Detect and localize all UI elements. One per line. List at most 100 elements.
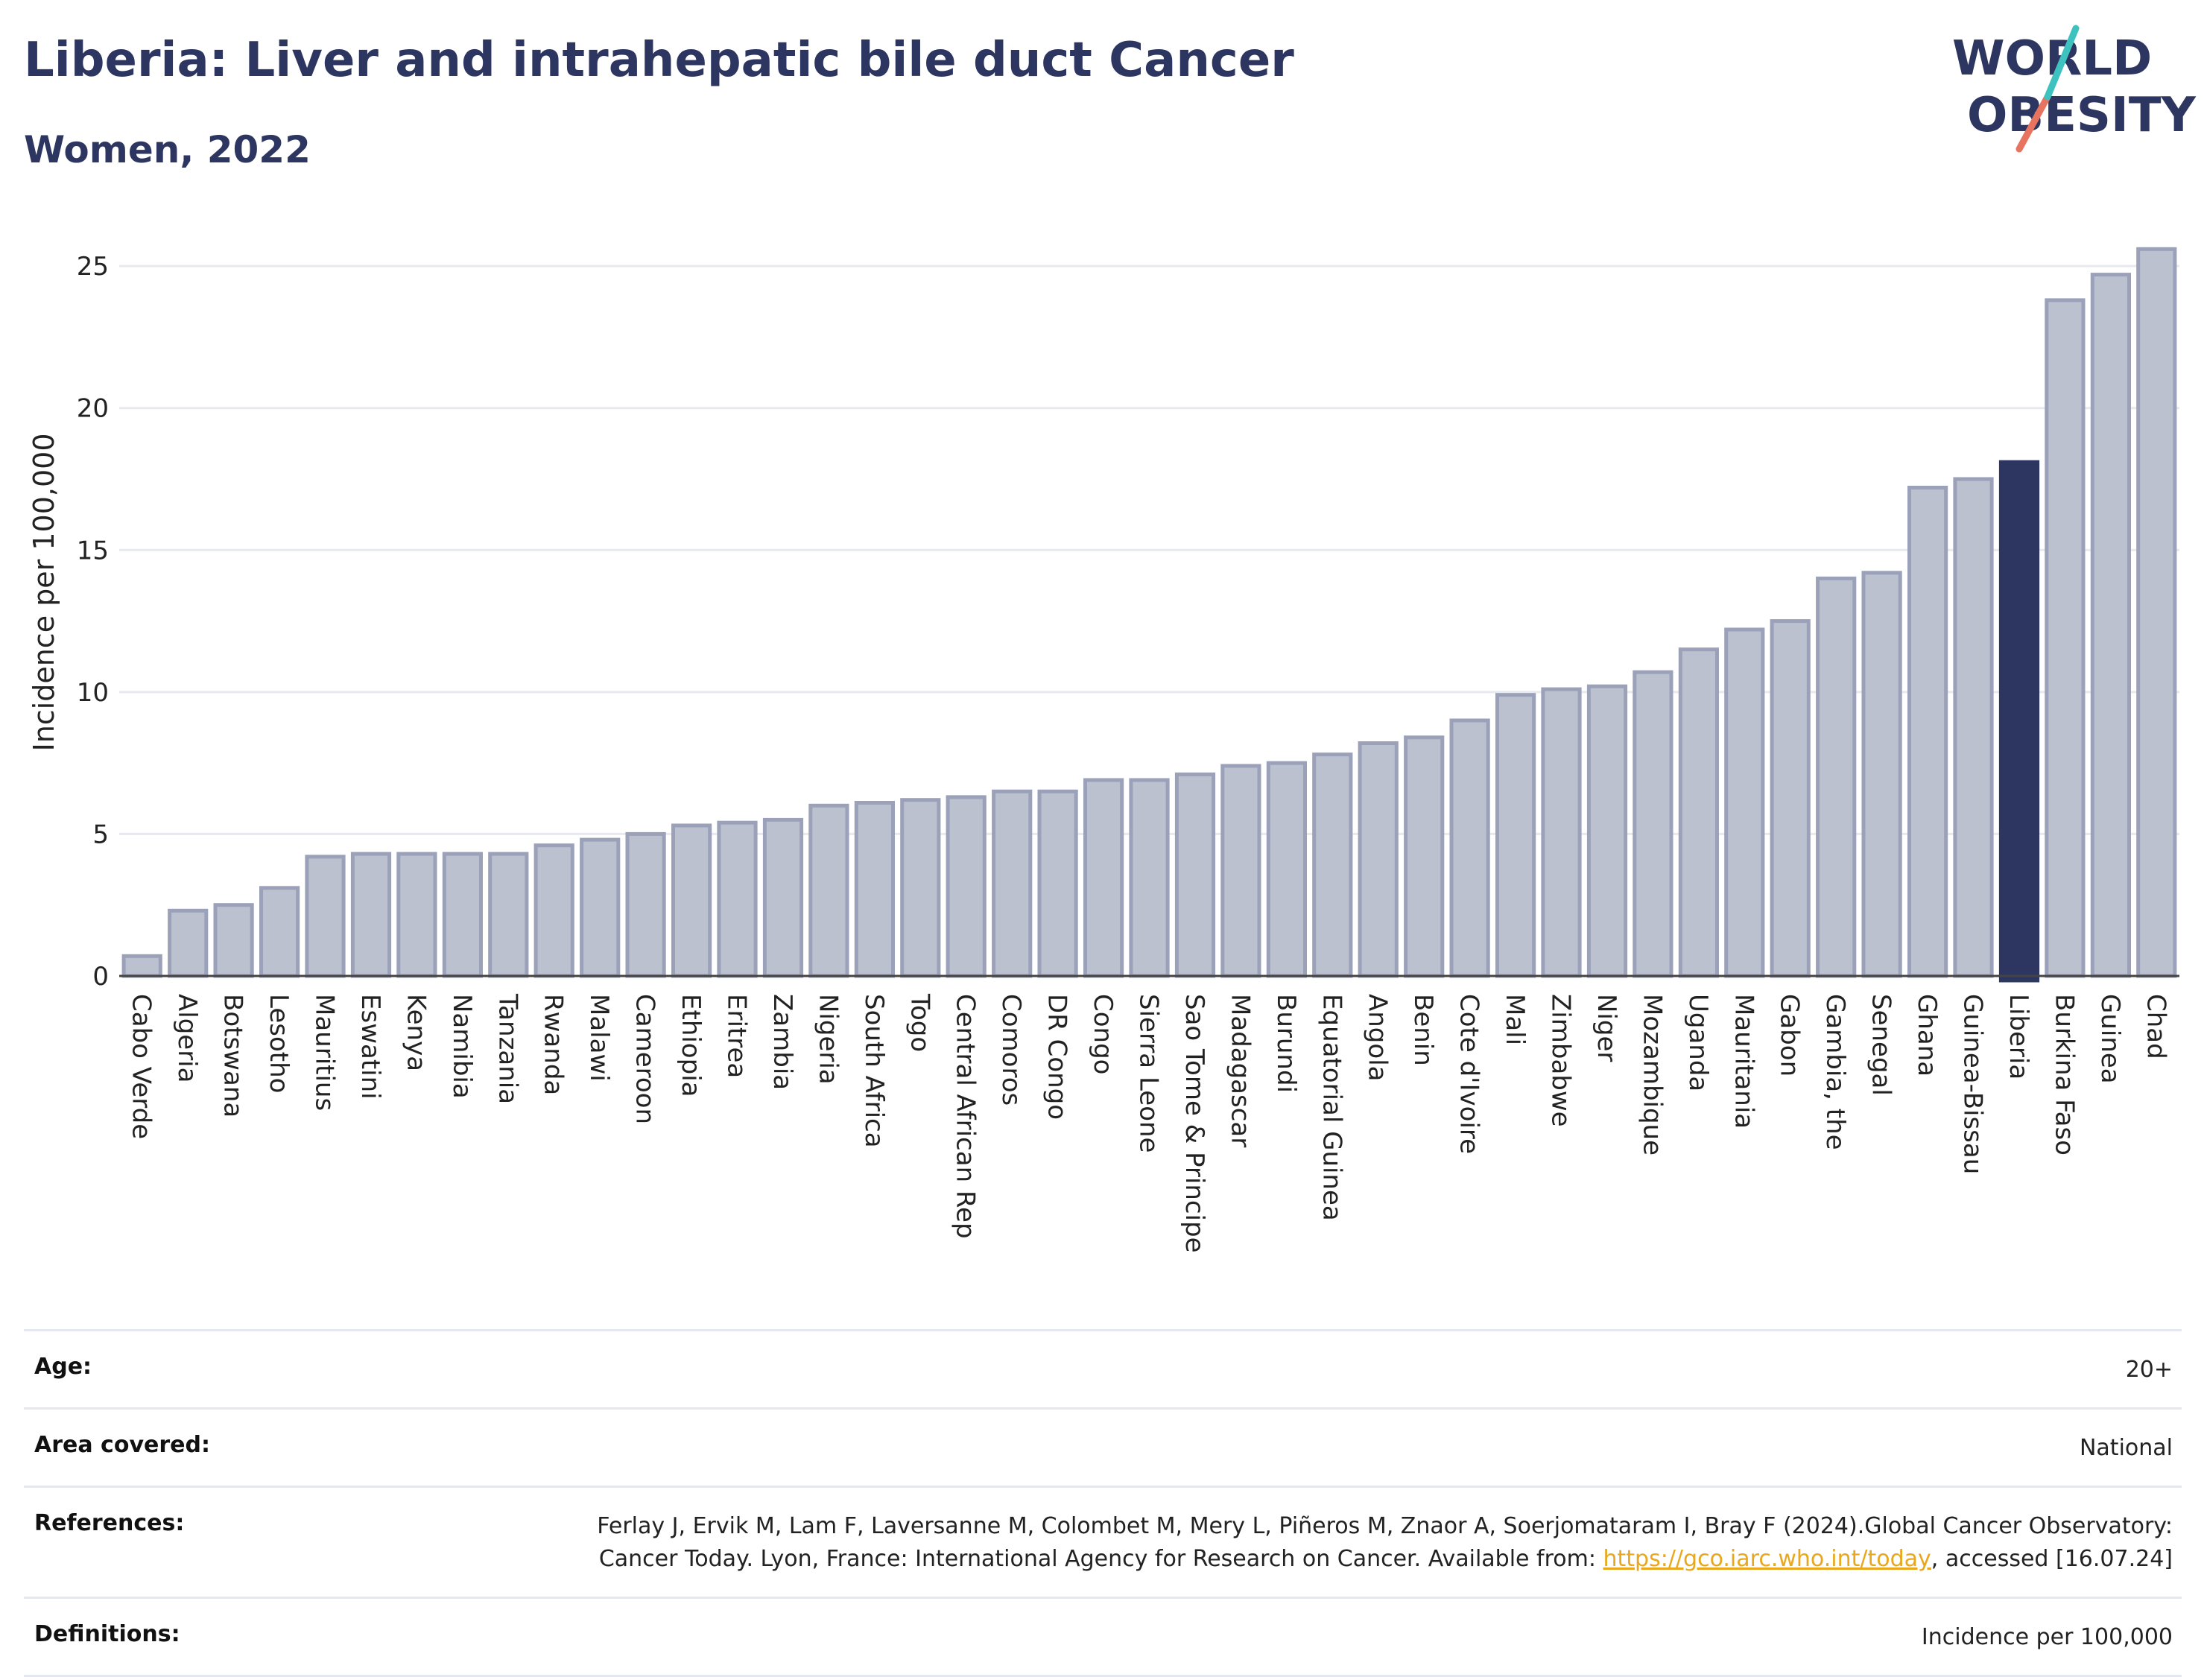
category-labels: Cabo Verde Algeria Botswana Lesotho Mauritiu… (127, 993, 2171, 1253)
x-tick-label: Ethiopia (676, 994, 706, 1097)
y-axis-title: Incidence per 100,000 (28, 433, 60, 751)
bar (1633, 670, 1673, 978)
y-tick-label: 10 (77, 678, 109, 708)
x-tick-label: Lesotho (264, 994, 294, 1093)
reference-text: Ferlay J, Ervik M, Lam F, Laversanne M, … (597, 1513, 2173, 1572)
reference-link[interactable]: https://gco.iarc.who.int/today (1603, 1546, 1931, 1572)
x-tick-label: Eritrea (722, 994, 752, 1078)
x-tick-label: Burkina Faso (2049, 994, 2079, 1156)
bar (1678, 647, 1720, 978)
bar (762, 817, 804, 978)
bar (1586, 684, 1628, 978)
x-tick-label: DR Congo (1042, 994, 1072, 1120)
x-tick-label: Ghana (1912, 994, 1942, 1077)
bar (305, 855, 346, 978)
x-tick-label: Zambia (767, 994, 797, 1090)
x-tick-label: Uganda (1683, 994, 1713, 1091)
bar (946, 795, 987, 978)
bar (1083, 778, 1124, 978)
x-tick-label: Guinea-Bissau (1958, 994, 1988, 1174)
bar (2136, 247, 2177, 978)
x-tick-label: Mauritania (1729, 994, 1758, 1129)
y-tick-label: 25 (77, 252, 109, 282)
logo-slash-red (2015, 93, 2051, 153)
info-value: 20+ (2125, 1357, 2173, 1383)
bar (213, 903, 254, 978)
bar (1724, 627, 1765, 978)
info-label: Definitions: (34, 1621, 180, 1647)
bar (1358, 741, 1399, 978)
bar (808, 803, 849, 978)
x-tick-label: Sierra Leone (1134, 994, 1164, 1153)
y-tick-labels: 0 5 10 15 20 25 (77, 252, 109, 992)
x-tick-label: Central African Rep (951, 994, 981, 1239)
x-tick-label: Madagascar (1225, 994, 1255, 1147)
x-tick-label: Liberia (2004, 994, 2033, 1080)
bar (1404, 735, 1445, 978)
bar (1541, 687, 1582, 978)
info-value: Ferlay J, Ervik M, Lam F, Laversanne M, … (533, 1510, 2173, 1576)
chart-title: Liberia: Liver and intrahepatic bile duc… (24, 33, 1294, 88)
bar (1770, 619, 1811, 978)
info-value: National (2079, 1435, 2173, 1461)
reference-accessed: , accessed [16.07.24] (1931, 1546, 2173, 1572)
bar (1449, 718, 1490, 978)
bar (1266, 761, 1308, 978)
bar (350, 852, 392, 978)
bar (717, 820, 758, 978)
bars (121, 247, 2177, 983)
info-label: Age: (34, 1354, 92, 1380)
x-tick-label: Comoros (996, 994, 1026, 1106)
x-tick-label: Cote d'Ivoire (1454, 994, 1484, 1154)
x-tick-label: Namibia (447, 994, 477, 1099)
y-tick-label: 5 (92, 820, 109, 849)
bar (900, 798, 941, 978)
info-row-references: References: Ferlay J, Ervik M, Lam F, La… (24, 1486, 2182, 1597)
bar (1861, 571, 1902, 978)
bar (259, 886, 300, 978)
x-tick-label: Algeria (172, 994, 202, 1083)
bar-highlighted (1998, 460, 2040, 983)
bar (442, 852, 483, 978)
x-tick-label: Eswatini (355, 994, 385, 1100)
x-tick-label: Botswana (218, 994, 248, 1118)
x-tick-label: Nigeria (813, 994, 843, 1085)
bar (1312, 752, 1353, 978)
bar (396, 852, 437, 978)
bar (1816, 576, 1857, 978)
bar (1907, 486, 1948, 978)
x-tick-label: South Africa (859, 994, 889, 1148)
x-tick-label: Gambia, the (1820, 994, 1850, 1150)
x-tick-label: Burundi (1271, 994, 1301, 1093)
x-tick-label: Cameroon (630, 994, 660, 1124)
bar (2090, 273, 2132, 978)
x-tick-label: Gabon (1775, 994, 1805, 1077)
x-tick-label: Congo (1088, 994, 1118, 1074)
bar (488, 852, 529, 978)
x-tick-label: Senegal (1866, 994, 1896, 1096)
x-tick-label: Mauritius (310, 994, 340, 1111)
x-tick-label: Angola (1363, 994, 1393, 1081)
bar (1037, 789, 1078, 978)
bar (625, 831, 666, 978)
y-tick-label: 0 (92, 962, 109, 992)
bar (121, 954, 162, 978)
x-tick-label: Niger (1592, 994, 1621, 1062)
bar (992, 789, 1033, 978)
logo-line2: OBESITY (1967, 88, 2196, 143)
info-table: Age: 20+ Area covered: National Referenc… (24, 1329, 2182, 1677)
bar (533, 843, 574, 978)
x-tick-label: Chad (2141, 994, 2170, 1059)
info-row-definitions: Definitions: Incidence per 100,000 (24, 1597, 2182, 1677)
x-tick-label: Sao Tome & Principe (1179, 994, 1209, 1253)
x-tick-label: Malawi (584, 994, 614, 1082)
x-tick-label: Rwanda (539, 994, 569, 1095)
x-tick-label: Equatorial Guinea (1317, 994, 1346, 1221)
logo-slash-teal (2044, 25, 2080, 101)
x-tick-label: Togo (905, 993, 934, 1052)
x-tick-label: Mozambique (1637, 994, 1667, 1156)
bar (1495, 693, 1536, 978)
x-tick-label: Cabo Verde (127, 994, 156, 1139)
bar (1220, 764, 1261, 978)
info-row-area: Area covered: National (24, 1407, 2182, 1486)
